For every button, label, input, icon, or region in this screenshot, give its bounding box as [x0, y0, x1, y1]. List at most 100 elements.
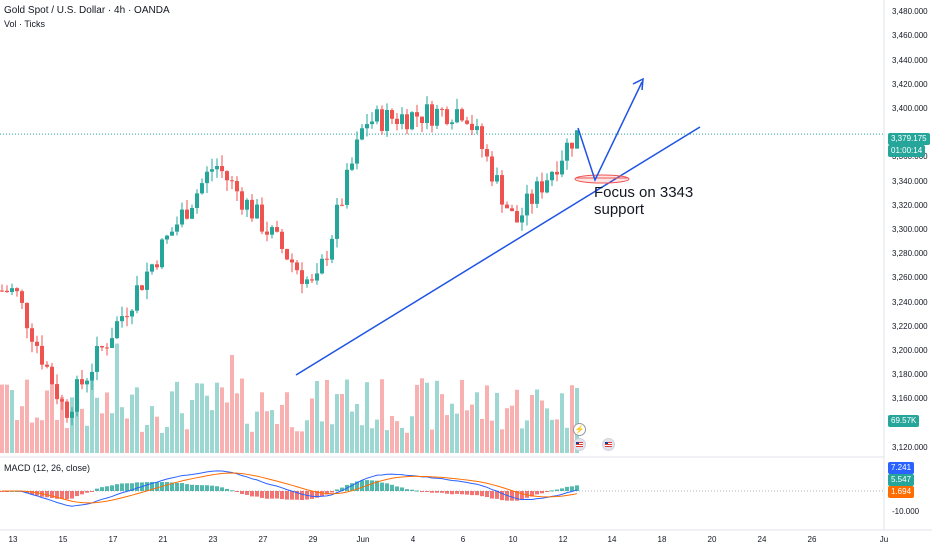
- symbol-title[interactable]: Gold Spot / U.S. Dollar · 4h · OANDA: [4, 5, 170, 16]
- macd-histogram-bar: [215, 486, 219, 491]
- candle-body: [50, 366, 54, 385]
- macd-histogram-bar: [95, 488, 99, 491]
- lightning-icon[interactable]: ⚡: [573, 423, 586, 436]
- volume-value-tag: 69.57K: [888, 415, 920, 427]
- candle-body: [25, 302, 29, 329]
- candle-body: [325, 258, 329, 260]
- macd-histogram-bar: [265, 491, 269, 499]
- candle-body: [275, 227, 279, 232]
- macd-histogram-bar: [495, 491, 499, 499]
- macd-histogram-bar: [430, 491, 434, 493]
- candle-body: [105, 347, 109, 349]
- volume-bar: [5, 384, 9, 453]
- candle-body: [450, 122, 454, 125]
- date-tick-label: 14: [607, 535, 617, 544]
- macd-histogram-bar: [165, 482, 169, 491]
- volume-bar: [220, 387, 224, 453]
- us-flag-event-icon[interactable]: [573, 438, 586, 451]
- histogram-value-tag: 1.694: [888, 486, 915, 498]
- support-annotation[interactable]: Focus on 3343 support: [594, 184, 693, 218]
- macd-histogram-bar: [245, 491, 249, 495]
- volume-bar: [470, 404, 474, 453]
- candle-body: [135, 285, 139, 311]
- macd-pane: [0, 470, 579, 507]
- volume-bar: [420, 378, 424, 453]
- candle-body: [100, 345, 104, 348]
- volume-bar: [35, 417, 39, 453]
- macd-histogram-bar: [400, 487, 404, 491]
- macd-histogram-bar: [280, 491, 284, 500]
- volume-bar: [160, 432, 164, 453]
- candle-body: [265, 231, 269, 235]
- macd-histogram-bar: [350, 483, 354, 491]
- volume-bar: [440, 394, 444, 453]
- macd-histogram-bar: [310, 491, 314, 499]
- volume-indicator-label[interactable]: Vol · Ticks: [4, 19, 46, 29]
- macd-histogram-bar: [370, 480, 374, 491]
- candle-body: [175, 224, 179, 232]
- volume-bar: [330, 424, 334, 453]
- candle-body: [90, 371, 94, 381]
- macd-histogram-bar: [55, 491, 59, 499]
- candle-body: [360, 128, 364, 140]
- date-tick-label: 15: [58, 535, 68, 544]
- macd-histogram-bar: [515, 491, 519, 501]
- macd-indicator-label[interactable]: MACD (12, 26, close): [4, 463, 91, 473]
- macd-histogram-bar: [75, 491, 79, 497]
- macd-histogram-bar: [70, 491, 74, 499]
- price-tick-label: 3,400.000: [892, 103, 928, 113]
- macd-histogram-bar: [340, 487, 344, 491]
- macd-histogram-bar: [460, 491, 464, 495]
- candle-body: [385, 110, 389, 131]
- volume-bar: [20, 406, 24, 453]
- macd-histogram-bar: [510, 491, 514, 501]
- candle-body: [445, 109, 449, 125]
- volume-bar: [395, 421, 399, 453]
- macd-histogram-bar: [565, 486, 569, 491]
- macd-histogram-bar: [500, 491, 504, 501]
- candle-body: [395, 118, 399, 125]
- macd-histogram-bar: [210, 485, 214, 491]
- signal-value-tag: 5.547: [888, 474, 915, 486]
- date-tick-label: 10: [508, 535, 518, 544]
- projected-path: [577, 81, 643, 183]
- volume-bar: [545, 408, 549, 453]
- macd-histogram-bar: [155, 482, 159, 491]
- candle-body: [470, 123, 474, 131]
- macd-histogram-bar: [270, 491, 274, 499]
- candle-body: [290, 259, 294, 263]
- macd-histogram-bar: [295, 491, 299, 500]
- price-tick-label: 3,300.000: [892, 225, 928, 234]
- date-tick-label: 4: [410, 535, 416, 544]
- macd-histogram-bar: [330, 491, 334, 493]
- candle-body: [340, 204, 344, 206]
- candle-body: [510, 208, 514, 212]
- volume-bar: [385, 430, 389, 453]
- macd-histogram-bar: [50, 491, 54, 499]
- macd-histogram-bar: [530, 491, 534, 497]
- candle-body: [415, 112, 419, 117]
- date-tick-label: 6: [460, 535, 466, 544]
- volume-bar: [400, 427, 404, 453]
- macd-histogram-bar: [125, 483, 129, 491]
- macd-histogram-bar: [260, 491, 264, 498]
- price-tick-label: 3,440.000: [892, 55, 928, 65]
- macd-histogram-bar: [250, 491, 254, 497]
- us-flag-event-icon-2[interactable]: [602, 438, 615, 451]
- macd-histogram-bar: [115, 484, 119, 491]
- volume-bar: [450, 403, 454, 453]
- volume-bar: [355, 404, 359, 453]
- macd-histogram-bar: [100, 487, 104, 491]
- candle-body: [480, 126, 484, 149]
- volume-bar: [155, 416, 159, 453]
- volume-bar: [390, 416, 394, 453]
- volume-bar: [10, 390, 14, 453]
- date-tick-label: 29: [308, 535, 318, 544]
- volume-bar: [315, 380, 319, 453]
- volume-bar: [575, 387, 579, 453]
- macd-histogram-bar: [450, 491, 454, 495]
- candle-body: [270, 227, 274, 235]
- candle-body: [285, 248, 289, 260]
- volume-bar: [215, 382, 219, 453]
